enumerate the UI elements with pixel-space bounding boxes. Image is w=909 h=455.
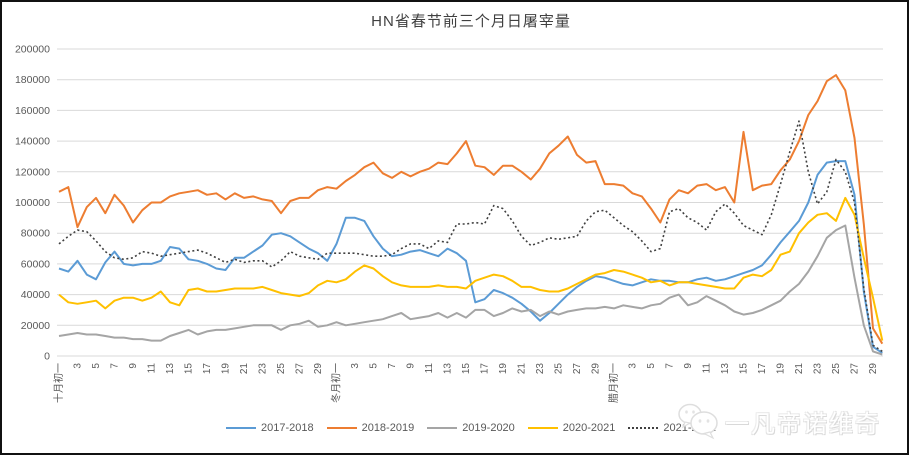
- x-axis-tick-label: 25: [831, 363, 842, 375]
- x-axis-tick-label: 7: [665, 363, 676, 369]
- x-axis-tick-label: 13: [443, 363, 454, 375]
- x-axis-tick-label: 23: [535, 363, 546, 375]
- x-axis-tick-label: 27: [572, 363, 583, 375]
- legend-swatch-2021-2022: [628, 427, 659, 429]
- x-axis-tick-label: 7: [110, 363, 121, 369]
- x-axis-tick-label: 11: [424, 363, 435, 374]
- y-axis-tick-label: 100000: [15, 197, 50, 209]
- y-axis-tick-label: 120000: [15, 166, 50, 178]
- x-axis-tick-label: 23: [813, 363, 824, 375]
- x-axis-tick-label: 5: [369, 363, 380, 369]
- x-axis-tick-label: 27: [295, 363, 306, 375]
- x-axis-tick-label: 25: [276, 363, 287, 375]
- x-axis-tick-label: 3: [628, 363, 639, 369]
- x-axis-tick-label: 21: [794, 363, 805, 375]
- x-axis-tick-label: 25: [554, 363, 565, 375]
- legend-label: 2020-2021: [562, 422, 616, 434]
- y-axis-tick-label: 200000: [15, 44, 50, 56]
- x-axis-tick-label: 冬月初一: [330, 363, 343, 403]
- x-axis-tick-label: 5: [91, 363, 102, 369]
- legend-label: 2017-2018: [260, 422, 314, 434]
- x-axis-tick-label: 29: [868, 363, 879, 375]
- legend-label: 2019-2020: [462, 422, 515, 434]
- legend-swatch-2017-2018: [225, 427, 256, 429]
- x-axis-tick-label: 23: [258, 363, 269, 375]
- x-axis-tick-label: 9: [683, 363, 694, 369]
- y-axis-tick-label: 20000: [21, 320, 50, 332]
- y-axis-tick-label: 180000: [15, 74, 50, 86]
- x-axis-tick-label: 17: [202, 363, 213, 375]
- x-axis-tick-label: 15: [184, 363, 195, 375]
- x-axis-tick-label: 9: [406, 363, 417, 369]
- series-line-2021-2022: [58, 120, 883, 353]
- x-axis-tick-label: 13: [720, 363, 731, 375]
- series-line-2018-2019: [58, 74, 884, 345]
- legend-label: 2018-2019: [361, 422, 415, 434]
- x-axis-tick-label: 19: [498, 363, 509, 375]
- watermark-text: 一凡帝诺维奇: [725, 410, 881, 438]
- x-axis-tick-label: 29: [591, 363, 602, 375]
- series-line-2019-2020: [58, 224, 883, 356]
- x-axis-tick-label: 11: [147, 363, 158, 374]
- series-line-2017-2018: [58, 160, 883, 354]
- wechat-chat-bubbles-icon: [678, 403, 718, 440]
- legend-item-2018-2019: 2018-2019: [326, 422, 415, 434]
- x-axis-tick-label: 9: [128, 363, 139, 369]
- x-axis-tick-label: 3: [73, 363, 84, 369]
- x-axis-tick-label: 11: [702, 363, 713, 374]
- y-axis-tick-label: 0: [44, 351, 50, 363]
- legend-item-2020-2021: 2020-2021: [527, 422, 616, 434]
- legend-swatch-2019-2020: [427, 427, 458, 429]
- y-axis-tick-label: 40000: [21, 289, 50, 301]
- y-axis-tick-label: 160000: [15, 105, 50, 117]
- y-axis-tick-label: 60000: [21, 258, 50, 270]
- x-axis-tick-label: 19: [776, 363, 787, 375]
- x-axis-tick-label: 13: [165, 363, 176, 375]
- y-axis-tick-label: 80000: [21, 228, 50, 240]
- x-axis-tick-label: 21: [239, 363, 250, 375]
- x-axis-tick-label: 21: [517, 363, 528, 375]
- series-line-2020-2021: [58, 196, 884, 341]
- legend-item-2017-2018: 2017-2018: [225, 422, 314, 434]
- x-axis-tick-label: 15: [739, 363, 750, 375]
- x-axis-tick-label: 29: [313, 363, 324, 375]
- x-axis-tick-label: 5: [646, 363, 657, 369]
- watermark: 一凡帝诺维奇: [677, 402, 881, 440]
- x-axis-tick-label: 17: [480, 363, 491, 375]
- x-axis-tick-label: 十月初一: [52, 363, 65, 403]
- legend-item-2019-2020: 2019-2020: [427, 422, 515, 434]
- x-axis-tick-label: 27: [850, 363, 861, 375]
- legend-swatch-2018-2019: [326, 427, 357, 429]
- x-axis-tick-label: 19: [221, 363, 232, 375]
- chart-title: HN省春节前三个月日屠宰量: [371, 13, 571, 30]
- x-axis-tick-label: 15: [461, 363, 472, 375]
- x-axis-tick-label: 17: [757, 363, 768, 375]
- legend-swatch-2020-2021: [527, 427, 558, 429]
- x-axis-tick-label: 7: [387, 363, 398, 369]
- x-axis-tick-label: 3: [350, 363, 361, 369]
- x-axis-tick-label: 腊月初一: [607, 363, 620, 403]
- y-axis-tick-label: 140000: [15, 136, 50, 148]
